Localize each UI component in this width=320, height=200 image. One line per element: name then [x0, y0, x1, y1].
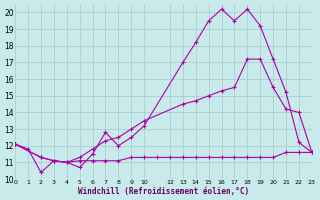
X-axis label: Windchill (Refroidissement éolien,°C): Windchill (Refroidissement éolien,°C) — [78, 187, 249, 196]
